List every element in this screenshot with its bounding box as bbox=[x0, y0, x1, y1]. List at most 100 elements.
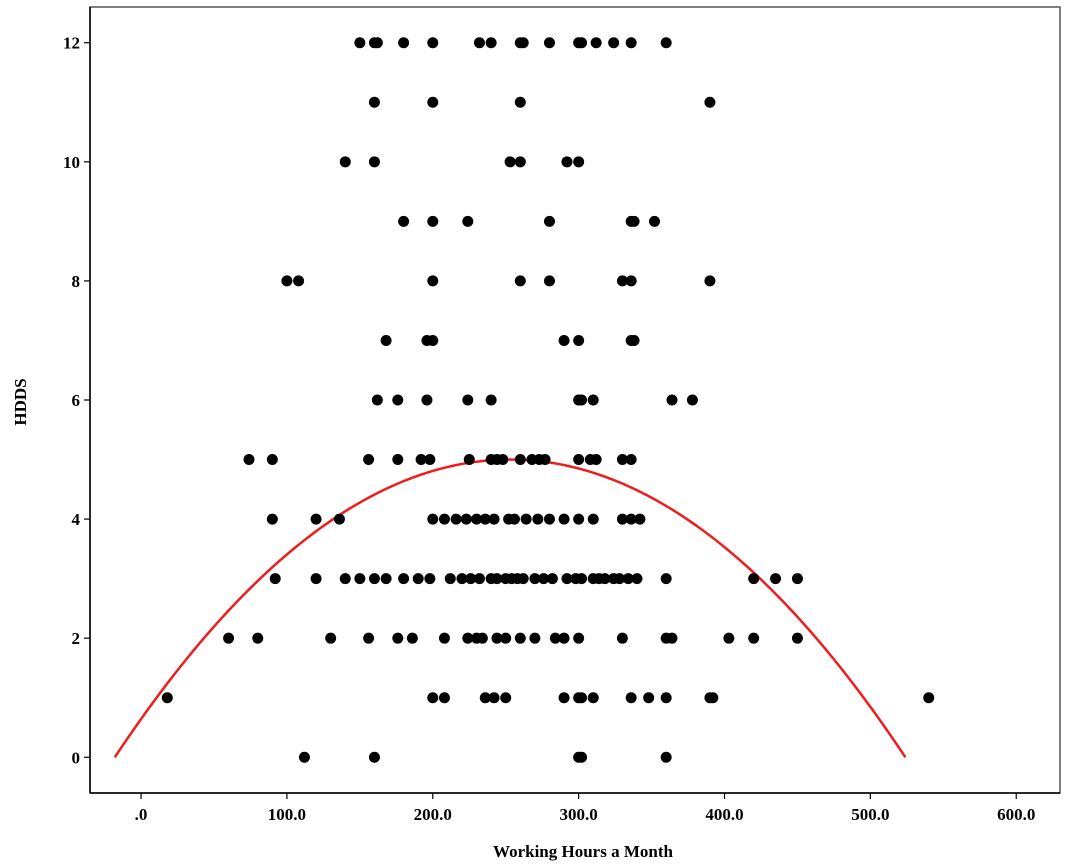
data-point bbox=[465, 573, 477, 585]
y-tick-label: 4 bbox=[72, 510, 81, 529]
data-point bbox=[573, 156, 585, 168]
data-point bbox=[424, 573, 436, 585]
y-axis: 0 2 4 6 8 10 12 bbox=[63, 34, 90, 767]
data-point bbox=[479, 513, 491, 525]
data-point bbox=[363, 632, 375, 644]
data-point bbox=[613, 573, 625, 585]
data-point bbox=[532, 513, 544, 525]
data-point bbox=[504, 156, 516, 168]
data-point bbox=[325, 632, 337, 644]
data-point bbox=[660, 37, 672, 49]
data-point bbox=[514, 454, 526, 466]
data-point bbox=[427, 275, 439, 287]
data-point bbox=[500, 692, 512, 704]
data-point bbox=[576, 573, 588, 585]
data-point bbox=[543, 215, 555, 227]
data-point bbox=[333, 513, 345, 525]
data-point bbox=[543, 513, 555, 525]
data-point bbox=[723, 632, 735, 644]
data-point bbox=[500, 632, 512, 644]
data-point bbox=[538, 573, 550, 585]
data-point bbox=[310, 513, 322, 525]
data-point bbox=[476, 632, 488, 644]
data-point bbox=[558, 632, 570, 644]
data-point bbox=[549, 632, 561, 644]
data-point bbox=[628, 334, 640, 346]
x-tick-label: 200.0 bbox=[414, 805, 452, 824]
x-tick-label: 300.0 bbox=[560, 805, 598, 824]
data-point bbox=[339, 573, 351, 585]
data-point bbox=[380, 334, 392, 346]
data-point bbox=[368, 96, 380, 108]
data-point bbox=[791, 632, 803, 644]
data-point bbox=[354, 573, 366, 585]
y-tick-label: 12 bbox=[63, 34, 80, 53]
data-points bbox=[161, 37, 935, 763]
data-point bbox=[398, 37, 410, 49]
data-point bbox=[462, 215, 474, 227]
data-point bbox=[368, 573, 380, 585]
data-point bbox=[704, 96, 716, 108]
data-point bbox=[485, 394, 497, 406]
data-point bbox=[923, 692, 935, 704]
x-tick-label: 600.0 bbox=[997, 805, 1035, 824]
data-point bbox=[590, 37, 602, 49]
data-point bbox=[546, 573, 558, 585]
data-point bbox=[471, 513, 483, 525]
data-point bbox=[558, 513, 570, 525]
y-tick-label: 2 bbox=[72, 629, 81, 648]
data-point bbox=[266, 513, 278, 525]
data-point bbox=[497, 454, 509, 466]
data-point bbox=[392, 454, 404, 466]
data-point bbox=[269, 573, 281, 585]
data-point bbox=[625, 275, 637, 287]
data-point bbox=[371, 394, 383, 406]
y-axis-title: HDDS bbox=[11, 378, 30, 425]
data-point bbox=[398, 215, 410, 227]
data-point bbox=[686, 394, 698, 406]
data-point bbox=[281, 275, 293, 287]
data-point bbox=[543, 37, 555, 49]
data-point bbox=[704, 275, 716, 287]
data-point bbox=[392, 632, 404, 644]
data-point bbox=[529, 632, 541, 644]
data-point bbox=[748, 632, 760, 644]
data-point bbox=[424, 454, 436, 466]
data-point bbox=[380, 573, 392, 585]
data-point bbox=[748, 573, 760, 585]
data-point bbox=[266, 454, 278, 466]
data-point bbox=[427, 513, 439, 525]
data-point bbox=[543, 275, 555, 287]
data-point bbox=[634, 513, 646, 525]
data-point bbox=[514, 632, 526, 644]
data-point bbox=[558, 692, 570, 704]
data-point bbox=[599, 573, 611, 585]
data-point bbox=[298, 751, 310, 763]
x-tick-label: 400.0 bbox=[705, 805, 743, 824]
y-tick-label: 10 bbox=[63, 153, 80, 172]
data-point bbox=[508, 513, 520, 525]
data-point bbox=[310, 573, 322, 585]
data-point bbox=[427, 334, 439, 346]
fit-curve bbox=[113, 458, 907, 758]
data-point bbox=[427, 215, 439, 227]
data-point bbox=[520, 513, 532, 525]
data-point bbox=[488, 692, 500, 704]
data-point bbox=[368, 751, 380, 763]
data-point bbox=[625, 37, 637, 49]
data-point bbox=[438, 692, 450, 704]
data-point bbox=[161, 692, 173, 704]
data-point bbox=[660, 573, 672, 585]
data-point bbox=[643, 692, 655, 704]
data-point bbox=[488, 513, 500, 525]
data-point bbox=[770, 573, 782, 585]
data-point bbox=[539, 454, 551, 466]
data-point bbox=[514, 275, 526, 287]
data-point bbox=[616, 454, 628, 466]
y-tick-label: 0 bbox=[72, 748, 81, 767]
data-point bbox=[363, 454, 375, 466]
data-point bbox=[587, 513, 599, 525]
data-point bbox=[573, 454, 585, 466]
data-point bbox=[573, 334, 585, 346]
